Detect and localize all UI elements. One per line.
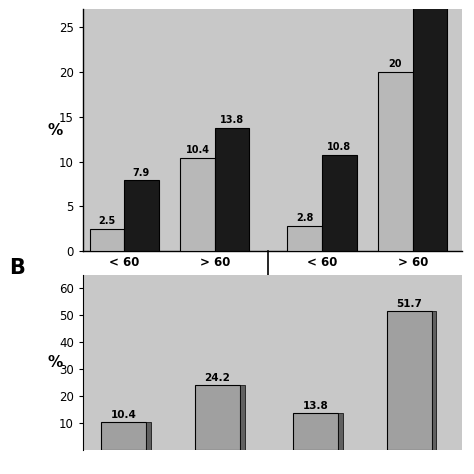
Bar	[215, 128, 249, 251]
Bar	[387, 311, 431, 450]
Text: < 25 Year: < 25 Year	[136, 289, 203, 302]
Text: 2.8: 2.8	[296, 213, 313, 223]
Text: 13.8: 13.8	[302, 401, 328, 411]
Y-axis label: %: %	[47, 123, 63, 138]
Text: 10.8: 10.8	[327, 142, 351, 152]
Bar	[240, 385, 245, 450]
Bar	[146, 422, 151, 450]
Text: 20: 20	[389, 59, 402, 70]
Text: 24.2: 24.2	[205, 373, 230, 383]
Bar	[413, 0, 447, 251]
Text: > 25 Year: > 25 Year	[334, 289, 401, 302]
Y-axis label: %: %	[47, 355, 63, 370]
Bar	[293, 413, 338, 450]
Bar	[338, 413, 343, 450]
Bar	[90, 229, 124, 251]
Text: Serum Iron (ng/ml): Serum Iron (ng/ml)	[198, 319, 347, 332]
Bar	[101, 422, 146, 450]
Bar	[195, 385, 240, 450]
Bar	[378, 72, 413, 251]
Bar	[180, 158, 215, 251]
Text: 51.7: 51.7	[396, 299, 422, 309]
Text: 7.9: 7.9	[133, 168, 150, 178]
Text: 13.8: 13.8	[220, 115, 244, 125]
Bar	[287, 226, 322, 251]
Bar	[431, 311, 437, 450]
Bar	[322, 155, 356, 251]
Text: 10.4: 10.4	[185, 146, 210, 155]
Text: 10.4: 10.4	[111, 410, 137, 420]
Text: 2.5: 2.5	[98, 216, 116, 226]
Bar	[124, 181, 159, 251]
Text: B: B	[9, 258, 25, 278]
